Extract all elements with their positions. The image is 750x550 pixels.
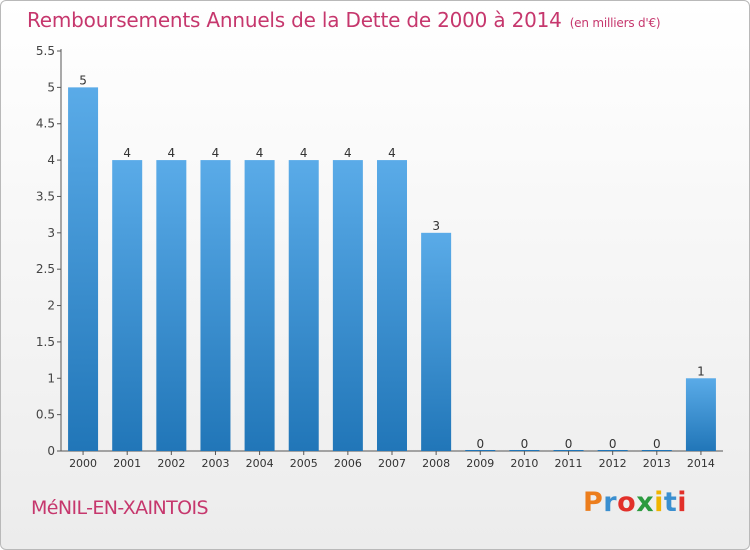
y-tick-label: 3.5 <box>36 189 55 203</box>
logo-letter: t <box>663 487 678 518</box>
logo-letter: o <box>617 487 637 518</box>
x-tick-label: 2010 <box>510 457 538 470</box>
data-label-2002: 4 <box>168 146 176 160</box>
y-tick-label: 5.5 <box>36 44 55 58</box>
data-labels: 5 4 4 4 4 4 4 4 3 0 0 0 0 0 1 <box>79 73 705 451</box>
bar-2014 <box>685 378 716 451</box>
y-tick-label: 1.5 <box>36 335 55 349</box>
data-label-2008: 3 <box>432 219 440 233</box>
bar-2002 <box>156 160 187 451</box>
data-label-2009: 0 <box>476 437 484 451</box>
x-tick-label: 2005 <box>290 457 318 470</box>
bar-2001 <box>112 160 143 451</box>
x-tick-label: 2002 <box>157 457 185 470</box>
data-label-2001: 4 <box>123 146 131 160</box>
y-tick-label: 0.5 <box>36 408 55 422</box>
y-tick-label: 4.5 <box>36 117 55 131</box>
logo-letter: i <box>677 487 688 518</box>
y-tick-label: 4 <box>47 153 55 167</box>
x-tick-label: 2011 <box>555 457 583 470</box>
y-tick-label: 0 <box>47 444 55 458</box>
y-tick-label: 1 <box>47 371 55 385</box>
data-label-2003: 4 <box>212 146 220 160</box>
x-tick-label: 2014 <box>687 457 715 470</box>
x-tick-label: 2009 <box>466 457 494 470</box>
chart-title-text: Remboursements Annuels de la Dette de 20… <box>27 8 562 32</box>
x-tick-label: 2001 <box>113 457 141 470</box>
logo-letter: r <box>603 487 618 518</box>
bar-2007 <box>377 160 407 451</box>
x-tick-label: 2008 <box>422 457 450 470</box>
data-label-2004: 4 <box>256 146 264 160</box>
proxiti-logo: Proxiti <box>583 487 687 518</box>
x-tick-label: 2006 <box>334 457 362 470</box>
commune-name: MéNIL-EN-XAINTOIS <box>31 497 209 519</box>
data-label-2000: 5 <box>79 73 87 87</box>
bar-2005 <box>288 160 319 451</box>
data-label-2012: 0 <box>609 437 617 451</box>
y-tick-label: 3 <box>47 226 55 240</box>
bar-2006 <box>332 160 363 451</box>
data-label-2005: 4 <box>300 146 308 160</box>
bar-2000 <box>68 87 99 451</box>
bar-2004 <box>244 160 275 451</box>
y-tick-label: 2 <box>47 299 55 313</box>
data-label-2010: 0 <box>521 437 529 451</box>
bar-2003 <box>200 160 231 451</box>
data-label-2007: 4 <box>388 146 396 160</box>
axes: 0 0.5 1 1.5 2 2.5 3 3.5 4 4.5 5 5.5 2000 2001 2002 2003… <box>36 44 723 470</box>
data-label-2011: 0 <box>565 437 573 451</box>
unit-note: (en milliers d'€) <box>569 16 661 30</box>
y-tick-label: 2.5 <box>36 262 55 276</box>
x-tick-label: 2000 <box>69 457 97 470</box>
data-label-2013: 0 <box>653 437 661 451</box>
bar-2008 <box>421 232 452 451</box>
logo-letter: x <box>636 487 655 518</box>
bars <box>68 87 716 451</box>
y-tick-label: 5 <box>47 80 55 94</box>
data-label-2006: 4 <box>344 146 352 160</box>
x-tick-label: 2004 <box>246 457 274 470</box>
chart-title: Remboursements Annuels de la Dette de 20… <box>27 8 661 32</box>
x-tick-label: 2007 <box>378 457 406 470</box>
data-label-2014: 1 <box>697 364 705 378</box>
x-tick-label: 2013 <box>643 457 671 470</box>
logo-letter: i <box>654 487 664 518</box>
x-tick-label: 2003 <box>201 457 229 470</box>
x-tick-label: 2012 <box>599 457 627 470</box>
logo-letter: P <box>583 487 604 518</box>
